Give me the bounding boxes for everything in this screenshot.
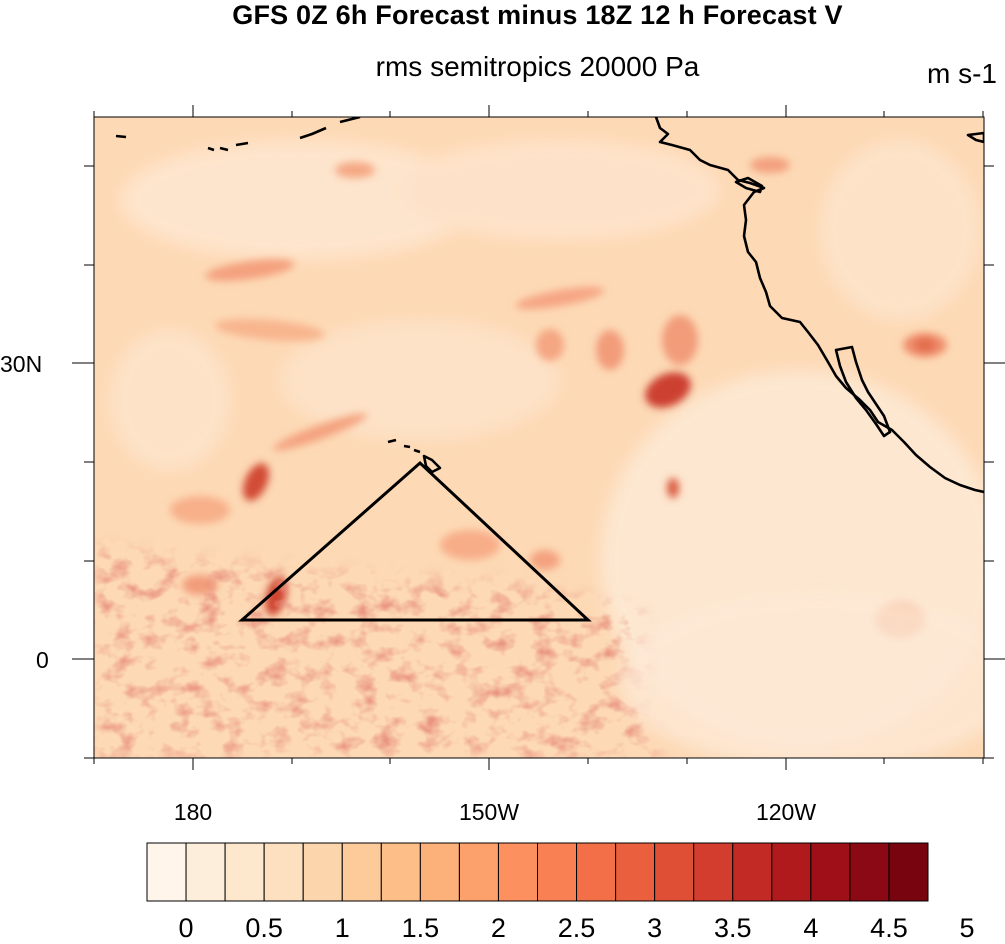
lat-label-30n: 30N xyxy=(0,351,42,377)
colorbar-swatch xyxy=(341,842,382,902)
colorbar-label: 2 xyxy=(491,913,506,943)
colorbar-swatch xyxy=(419,842,460,902)
region-triangle xyxy=(238,460,592,622)
colorbar-label: 4 xyxy=(803,913,818,943)
coastline xyxy=(115,117,984,494)
plot-subtitle: rms semitropics 20000 Pa xyxy=(375,51,700,82)
colorbar-swatch xyxy=(654,842,695,902)
colorbar-label: 3 xyxy=(647,913,662,943)
colorbar-swatch xyxy=(380,842,421,902)
colorbar: 0 0.5 1 1.5 2 2.5 3 3.5 4 4.5 5 xyxy=(146,842,975,943)
colorbar-swatch xyxy=(224,842,265,902)
colorbar-label: 0 xyxy=(179,913,194,943)
colorbar-swatch xyxy=(185,842,226,902)
lon-label-180: 180 xyxy=(174,799,212,825)
lat-label-0: 0 xyxy=(36,647,49,673)
colorbar-swatch xyxy=(732,842,773,902)
colorbar-label: 1.5 xyxy=(402,913,440,943)
colorbar-swatch xyxy=(497,842,539,902)
colorbar-label: 1 xyxy=(335,913,350,943)
colorbar-swatch xyxy=(263,842,304,902)
colorbar-label: 5 xyxy=(960,913,975,943)
colorbar-swatch xyxy=(771,842,812,902)
colorbar-swatch xyxy=(537,842,578,902)
plot-title: GFS 0Z 6h Forecast minus 18Z 12 h Foreca… xyxy=(232,0,843,30)
colorbar-swatch xyxy=(693,842,734,902)
colorbar-swatch xyxy=(302,842,343,902)
colorbar-swatch xyxy=(888,842,929,902)
colorbar-swatch xyxy=(458,842,499,902)
lon-label-120w: 120W xyxy=(756,799,816,825)
colorbar-swatch xyxy=(615,842,656,902)
units-label: m s-1 xyxy=(927,58,997,89)
lon-label-150w: 150W xyxy=(459,799,519,825)
field-shading xyxy=(94,117,984,758)
colorbar-label: 4.5 xyxy=(870,913,908,943)
colorbar-swatch xyxy=(810,842,851,902)
map-frame xyxy=(72,105,1005,770)
colorbar-swatch xyxy=(146,842,187,902)
colorbar-label: 0.5 xyxy=(245,913,283,943)
colorbar-swatch xyxy=(576,842,617,902)
colorbar-label: 2.5 xyxy=(558,913,596,943)
colorbar-swatch xyxy=(849,842,890,902)
colorbar-label: 3.5 xyxy=(714,913,752,943)
